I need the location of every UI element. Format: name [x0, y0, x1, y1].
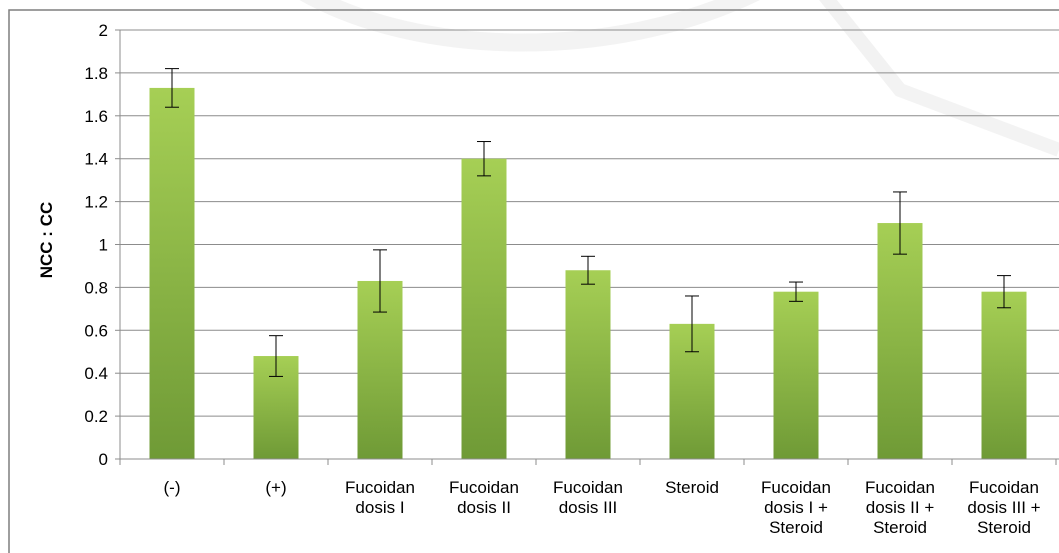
y-tick-label: 1.4: [84, 150, 108, 169]
chart-border: [8, 9, 1059, 553]
x-tick-label-line: dosis III +: [967, 498, 1040, 517]
x-tick-label-line: (+): [265, 478, 286, 497]
x-tick-label-line: (-): [164, 478, 181, 497]
x-tick-label: Fucoidan dosis III: [553, 478, 623, 517]
y-tick-label: 1.6: [84, 107, 108, 126]
y-tick-label: 0.2: [84, 407, 108, 426]
x-tick-label-line: dosis II +: [866, 498, 935, 517]
x-tick-label: Fucoidan dosis III + Steroid: [967, 478, 1040, 537]
bar-series: [149, 87, 1027, 459]
x-tick-label-line: dosis III: [559, 498, 618, 517]
x-tick-label: Fucoidan dosis II + Steroid: [865, 478, 935, 537]
y-tick-labels: 0 0.2 0.4 0.6 0.8 1 1.2 1.4 1.6 1.8 2: [84, 21, 108, 469]
watermark-logo: [299, 0, 1059, 157]
x-tick-label-line: Steroid: [873, 518, 927, 537]
x-tick-label-line: dosis I +: [764, 498, 828, 517]
y-tick-label: 0: [99, 450, 108, 469]
x-tick-label-line: Steroid: [769, 518, 823, 537]
bar: [773, 291, 819, 459]
x-tick-label-line: dosis II: [457, 498, 511, 517]
x-tick-label: Fucoidan dosis II: [449, 478, 519, 517]
error-bars: [165, 68, 1011, 377]
bar: [149, 87, 195, 459]
x-tick-label: Fucoidan dosis I: [345, 478, 415, 517]
bar: [877, 223, 923, 459]
x-tick-label-line: Fucoidan: [865, 478, 935, 497]
axes: [115, 29, 1059, 465]
x-tick-label-line: Fucoidan: [553, 478, 623, 497]
y-tick-label: 1.2: [84, 193, 108, 212]
y-axis-label: NCC : CC: [37, 202, 56, 279]
x-tick-label-line: Fucoidan: [761, 478, 831, 497]
x-tick-label: (-): [164, 478, 181, 497]
y-tick-label: 1: [99, 236, 108, 255]
y-tick-label: 2: [99, 21, 108, 40]
x-tick-label-line: Fucoidan: [969, 478, 1039, 497]
x-tick-label-line: Fucoidan: [345, 478, 415, 497]
y-tick-label: 0.6: [84, 321, 108, 340]
y-tick-label: 0.4: [84, 364, 108, 383]
x-tick-label: Fucoidan dosis I + Steroid: [761, 478, 831, 537]
x-tick-label: (+): [265, 478, 286, 497]
x-tick-label: Steroid: [665, 478, 719, 497]
x-tick-label-line: Steroid: [977, 518, 1031, 537]
x-tick-label-line: Fucoidan: [449, 478, 519, 497]
x-tick-label-line: Steroid: [665, 478, 719, 497]
y-tick-label: 1.8: [84, 64, 108, 83]
bar: [981, 291, 1027, 459]
bar: [565, 270, 611, 459]
x-tick-label-line: dosis I: [355, 498, 404, 517]
bar: [461, 158, 507, 459]
y-tick-label: 0.8: [84, 278, 108, 297]
